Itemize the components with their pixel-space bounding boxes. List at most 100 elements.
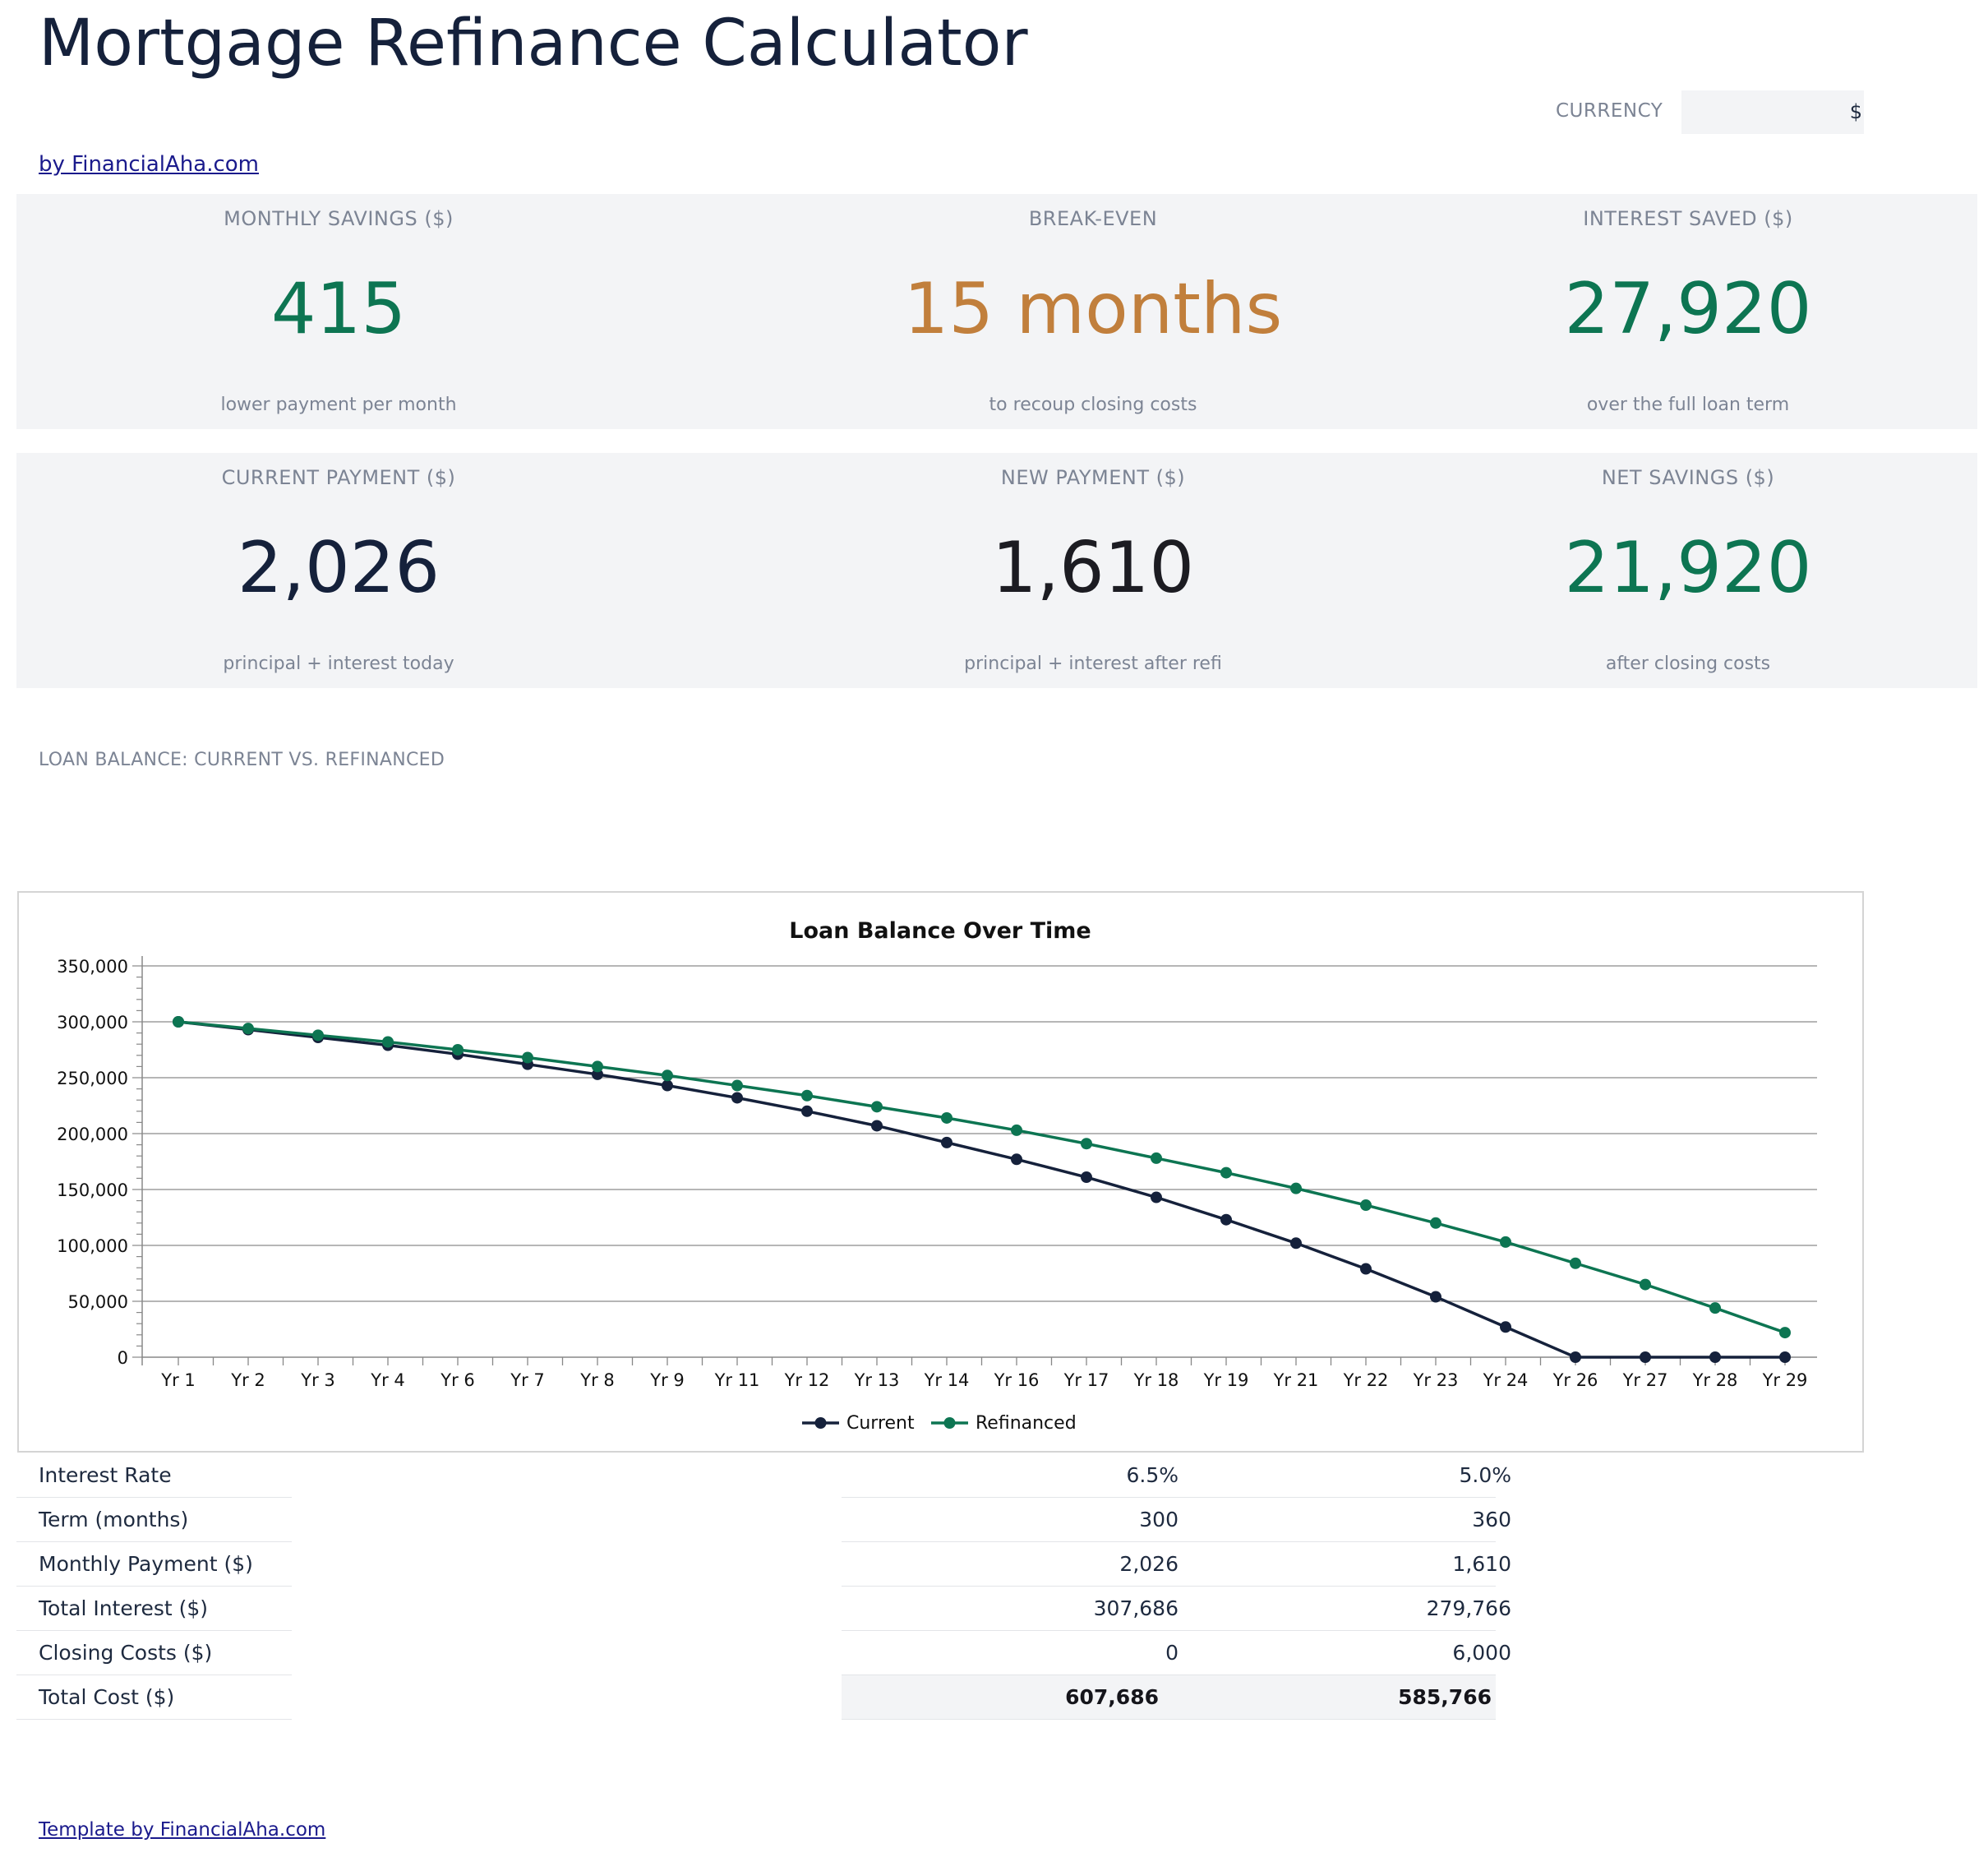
data-point-refinanced[interactable] [1500,1236,1511,1248]
data-point-refinanced[interactable] [452,1044,464,1056]
data-point-refinanced[interactable] [662,1069,673,1082]
data-point-current[interactable] [871,1120,883,1132]
y-tick-label: 350,000 [57,957,128,977]
y-tick-label: 150,000 [57,1180,128,1200]
series-line-current [178,1020,1785,1359]
new-value-cell: 5.0% [1459,1463,1511,1487]
loan-balance-chart[interactable]: Loan Balance Over Time 0 50,000 100,000 150… [17,891,1864,1453]
byline-link[interactable]: by FinancialAha.com [39,152,259,177]
kpi-value: 1,610 [991,527,1195,609]
data-point-current[interactable] [1011,1153,1022,1166]
legend-swatch-marker [943,1417,956,1429]
legend-swatch-marker [814,1417,827,1429]
legend-label-refinanced: Refinanced [976,1413,1077,1434]
row-divider [16,1541,292,1542]
kpi-subtext: lower payment per month [220,395,457,415]
x-tick-label: Yr 16 [994,1370,1040,1390]
data-point-refinanced[interactable] [871,1101,883,1113]
new-value-cell: 6,000 [1452,1641,1511,1665]
data-point-current[interactable] [731,1092,743,1104]
table-row: Monthly Payment ($) 2,026 1,610 [16,1542,1660,1587]
row-divider [842,1630,1496,1631]
currency-input[interactable]: $ [1681,90,1864,134]
kpi-row-primary: MONTHLY SAVINGS ($) 415 lower payment pe… [16,194,1977,429]
data-point-refinanced[interactable] [1779,1327,1791,1339]
new-value-cell: 279,766 [1426,1596,1511,1620]
table-row: Term (months) 300 360 [16,1498,1660,1542]
x-tick-label: Yr 4 [370,1370,405,1390]
row-divider [842,1541,1496,1542]
data-point-refinanced[interactable] [1430,1217,1441,1229]
data-point-current[interactable] [1570,1351,1581,1363]
data-point-refinanced[interactable] [1290,1182,1302,1194]
x-tick-label: Yr 21 [1273,1370,1319,1390]
current-value-cell: 2,026 [1119,1552,1179,1576]
kpi-current-payment: CURRENT PAYMENT ($) 2,026 principal + in… [16,453,661,688]
data-point-current[interactable] [801,1105,813,1117]
data-point-refinanced[interactable] [1640,1278,1651,1291]
row-divider [842,1497,1496,1498]
data-point-refinanced[interactable] [522,1051,533,1064]
x-tick-label: Yr 12 [784,1370,830,1390]
table-row: Closing Costs ($) 0 6,000 [16,1631,1660,1675]
new-value-cell: 1,610 [1452,1552,1511,1576]
chart-section-label: LOAN BALANCE: CURRENT VS. REFINANCED [39,750,445,770]
data-point-refinanced[interactable] [1081,1138,1092,1150]
data-point-refinanced[interactable] [801,1089,813,1102]
kpi-value: 15 months [903,268,1283,350]
row-label: Term (months) [39,1508,189,1531]
data-point-current[interactable] [1290,1237,1302,1250]
data-point-refinanced[interactable] [1220,1166,1232,1179]
row-label: Total Interest ($) [39,1596,209,1620]
row-divider [842,1719,1496,1720]
x-tick-label: Yr 27 [1622,1370,1668,1390]
y-tick-label: 200,000 [57,1125,128,1144]
data-point-current[interactable] [1081,1171,1092,1184]
kpi-value: 27,920 [1564,268,1812,350]
data-point-current[interactable] [1500,1321,1511,1333]
data-point-refinanced[interactable] [173,1016,184,1028]
data-point-refinanced[interactable] [592,1060,603,1073]
data-point-current[interactable] [1779,1351,1791,1363]
data-point-refinanced[interactable] [1011,1124,1022,1136]
kpi-subtext: over the full loan term [1586,395,1790,415]
current-value-cell: 607,686 [1065,1685,1159,1709]
data-point-current[interactable] [941,1136,952,1148]
x-tick-label: Yr 22 [1343,1370,1389,1390]
new-value-cell: 360 [1472,1508,1511,1531]
x-tick-label: Yr 7 [510,1370,545,1390]
data-point-refinanced[interactable] [312,1029,324,1042]
x-tick-label: Yr 3 [300,1370,335,1390]
data-point-refinanced[interactable] [1570,1257,1581,1269]
x-tick-label: Yr 17 [1063,1370,1109,1390]
page-title: Mortgage Refinance Calculator [39,7,1028,81]
data-point-current[interactable] [1640,1351,1651,1363]
kpi-row-secondary: CURRENT PAYMENT ($) 2,026 principal + in… [16,453,1977,688]
data-point-current[interactable] [1360,1263,1372,1275]
current-value-cell: 6.5% [1126,1463,1179,1487]
data-point-refinanced[interactable] [1360,1199,1372,1212]
kpi-label: BREAK-EVEN [1028,207,1158,230]
kpi-label: CURRENT PAYMENT ($) [221,466,456,489]
x-tick-label: Yr 11 [714,1370,760,1390]
kpi-value: 415 [270,268,407,350]
x-tick-label: Yr 13 [854,1370,900,1390]
data-point-current[interactable] [1430,1291,1441,1303]
data-point-current[interactable] [1151,1191,1162,1203]
data-point-refinanced[interactable] [382,1036,394,1048]
data-point-current[interactable] [662,1079,673,1092]
data-point-refinanced[interactable] [1151,1152,1162,1164]
data-point-current[interactable] [1220,1213,1232,1226]
series-line-refinanced [178,1020,1786,1334]
data-point-refinanced[interactable] [941,1111,952,1124]
row-label: Closing Costs ($) [39,1641,213,1665]
kpi-label: MONTHLY SAVINGS ($) [224,207,454,230]
data-point-refinanced[interactable] [1709,1302,1721,1314]
data-point-refinanced[interactable] [242,1023,254,1035]
y-tick-label: 0 [118,1348,128,1368]
row-label: Total Cost ($) [39,1685,175,1709]
data-point-refinanced[interactable] [731,1079,743,1092]
data-point-current[interactable] [1709,1351,1721,1363]
x-tick-label: Yr 24 [1483,1370,1529,1390]
footer-link[interactable]: Template by FinancialAha.com [39,1819,326,1841]
